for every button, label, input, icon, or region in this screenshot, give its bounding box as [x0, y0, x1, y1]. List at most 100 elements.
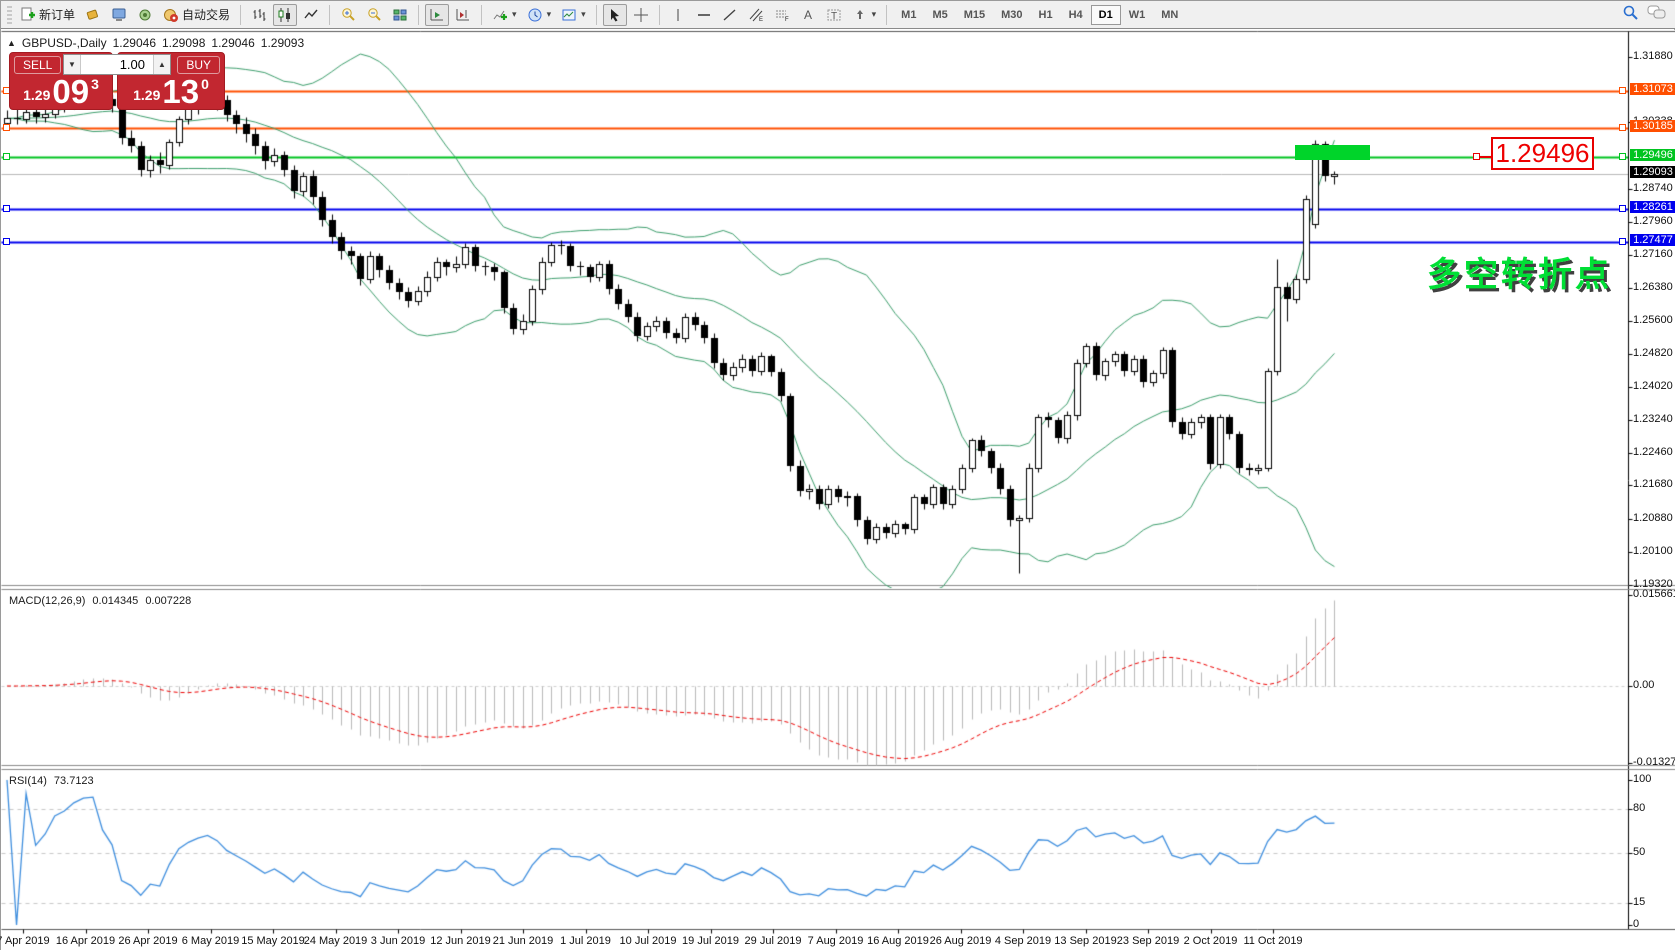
macd-tick-label: 0.00 [1633, 679, 1655, 691]
signals-button[interactable] [133, 4, 157, 26]
tile-windows-icon [392, 7, 408, 23]
timeframe-button-MN[interactable]: MN [1161, 8, 1179, 21]
date-axis-label: 16 Aug 2019 [867, 935, 929, 947]
rsi-tick-label: 100 [1633, 773, 1652, 785]
hline-anchor-right [1619, 124, 1626, 132]
hline-anchor-right [1619, 86, 1626, 94]
chart-wizard-button[interactable] [81, 4, 105, 26]
cursor-button[interactable] [602, 3, 627, 26]
toolbar-separator [329, 4, 331, 25]
text-button[interactable]: A [796, 4, 820, 26]
bar-chart-icon [251, 7, 267, 23]
chat-icon[interactable] [1647, 4, 1666, 25]
date-axis-label: 11 Oct 2019 [1243, 935, 1303, 947]
date-axis-label: 26 Apr 2019 [118, 935, 178, 947]
timeframe-button-M30[interactable]: M30 [1001, 8, 1023, 21]
tile-windows-button[interactable] [388, 4, 412, 26]
new-order-button[interactable]: 新订单 [16, 4, 79, 26]
buy-button[interactable]: BUY [177, 56, 220, 74]
zoom-in-button[interactable] [336, 4, 360, 26]
new-order-icon [20, 7, 36, 23]
zoom-in-icon [340, 7, 356, 23]
autotrading-label: 自动交易 [182, 8, 231, 22]
vertical-line-button[interactable] [666, 4, 690, 26]
horizontal-line-button[interactable] [692, 4, 716, 26]
zoom-out-button[interactable] [362, 4, 386, 26]
terminal-button[interactable] [107, 4, 131, 26]
fibonacci-button[interactable]: F [770, 4, 794, 26]
highlight-rectangle [1295, 145, 1370, 160]
crosshair-button[interactable] [629, 4, 653, 26]
macd-tick-label: -0.013276 [1633, 756, 1675, 769]
hline-price-label: 1.30185 [1630, 120, 1675, 133]
signals-icon [137, 7, 153, 23]
hline-anchor-left [3, 237, 10, 245]
crosshair-icon [633, 7, 649, 23]
search-icon[interactable] [1622, 4, 1639, 26]
timeframe-button-M5[interactable]: M5 [932, 8, 948, 21]
timeframe-button-H4[interactable]: H4 [1068, 8, 1083, 21]
hline-price-label: 1.29496 [1630, 149, 1675, 162]
volume-input[interactable]: 1.00 [81, 55, 153, 74]
date-axis-label: 2 Oct 2019 [1183, 935, 1238, 947]
date-axis-label: 12 Jun 2019 [430, 935, 491, 947]
trade-panel-toggle-icon[interactable]: ▲ [7, 38, 16, 48]
bar-chart-button[interactable] [247, 4, 271, 26]
volume-decrease-button[interactable]: ▼ [64, 55, 81, 74]
hline-price-label: 1.28261 [1630, 201, 1675, 214]
arrows-icon [852, 7, 868, 23]
text-label-button[interactable]: T [822, 4, 846, 26]
svg-text:T: T [831, 11, 837, 22]
fibonacci-icon: F [774, 7, 790, 23]
volume-increase-button[interactable]: ▲ [153, 55, 170, 74]
chart-shift-button[interactable] [451, 4, 475, 26]
sell-button[interactable]: SELL [14, 56, 62, 74]
timeframe-button-H1[interactable]: H1 [1038, 8, 1053, 21]
date-axis-label: 24 May 2019 [303, 935, 368, 947]
price-tag-connector [1479, 156, 1491, 158]
toolbar-grip[interactable] [7, 5, 12, 24]
text-label-icon: T [826, 7, 842, 23]
toolbar-separator [240, 4, 242, 25]
price-tick-label: 1.26380 [1633, 281, 1673, 294]
equidistant-channel-button[interactable]: E [744, 4, 768, 26]
ohlc-close: 1.29093 [260, 36, 305, 50]
arrows-dropdown[interactable]: ▾ [848, 4, 881, 26]
date-axis-label: 7 Apr 2019 [0, 935, 50, 947]
indicators-dropdown[interactable]: ▾ [488, 4, 521, 26]
cursor-icon [607, 7, 623, 23]
timeframe-button-W1[interactable]: W1 [1128, 8, 1146, 21]
macd-indicator-label: MACD(12,26,9) 0.014345 0.007228 [9, 595, 191, 607]
svg-text:F: F [785, 17, 789, 23]
auto-scroll-button[interactable] [425, 3, 450, 26]
timeframe-button-M15[interactable]: M15 [963, 8, 986, 21]
vertical-line-icon [670, 7, 686, 23]
periods-dropdown[interactable]: ▾ [523, 4, 556, 26]
price-tick-label: 1.19320 [1633, 577, 1673, 590]
templates-dropdown[interactable]: ▾ [557, 4, 590, 26]
rsi-params: RSI(14) [9, 775, 47, 787]
candlestick-chart-button[interactable] [273, 3, 298, 26]
line-chart-button[interactable] [299, 4, 323, 26]
date-axis-label: 21 Jun 2019 [492, 935, 554, 947]
price-tick-label: 1.31880 [1633, 50, 1673, 63]
date-axis-label: 6 May 2019 [181, 935, 240, 947]
toolbar-separator [886, 4, 888, 25]
timeframe-button-D1[interactable]: D1 [1090, 4, 1121, 25]
toolbar: 新订单 自动交易 [1, 1, 1675, 29]
timeframe-button-M1[interactable]: M1 [901, 8, 917, 21]
macd-params: MACD(12,26,9) [9, 595, 86, 607]
timeframe-bar: M1 M5 M15 M30 H1 H4 D1 W1 MN [893, 4, 1186, 25]
autotrading-button[interactable]: 自动交易 [159, 4, 234, 26]
buy-price: 1.29 13 0 [133, 72, 209, 110]
chevron-down-icon: ▾ [871, 9, 877, 19]
trendline-button[interactable] [718, 4, 742, 26]
hline-anchor-left [3, 124, 10, 132]
date-axis-label: 10 Jul 2019 [619, 935, 677, 947]
toolbar-separator [418, 4, 420, 25]
date-axis-label: 16 Apr 2019 [55, 935, 116, 947]
chevron-down-icon: ▾ [546, 9, 552, 19]
ohlc-low: 1.29046 [211, 36, 255, 50]
